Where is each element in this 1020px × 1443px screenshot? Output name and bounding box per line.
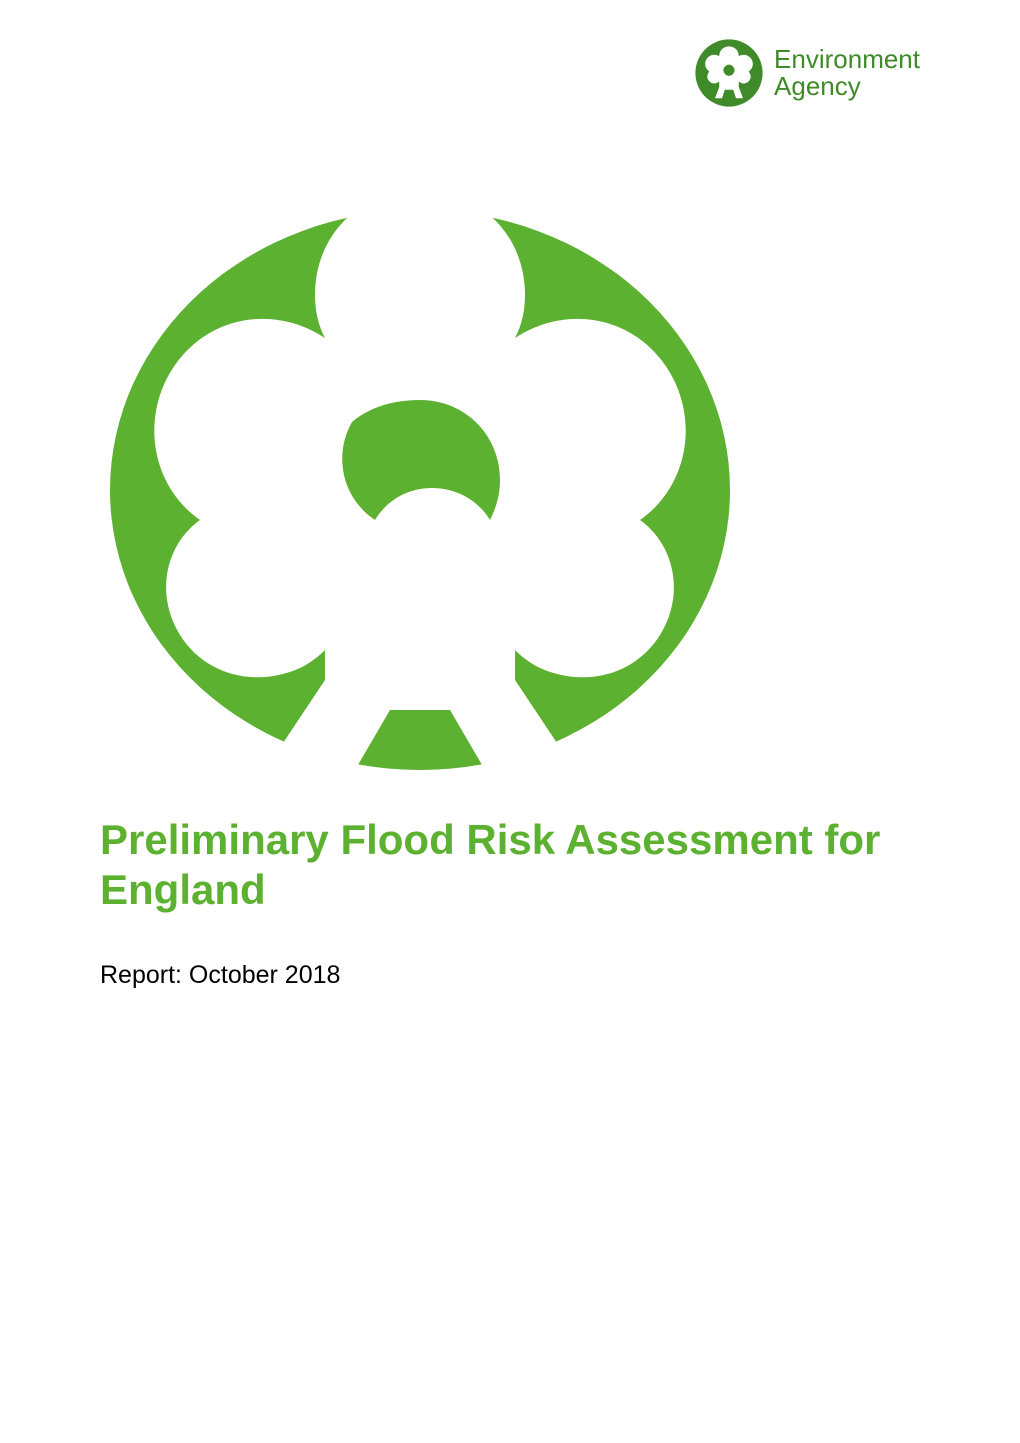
header-logo-text: Environment Agency xyxy=(774,46,920,101)
environment-agency-main-logo-icon xyxy=(100,170,740,770)
report-date-label: Report: October 2018 xyxy=(100,961,920,990)
header-logo-line2: Agency xyxy=(774,73,920,100)
header-logo-line1: Environment xyxy=(774,46,920,73)
environment-agency-small-logo-icon xyxy=(694,38,764,108)
document-title: Preliminary Flood Risk Assessment for En… xyxy=(100,815,920,916)
document-page: Environment Agency Preliminary Flood Ris… xyxy=(0,0,1020,1443)
header-logo: Environment Agency xyxy=(694,38,920,108)
